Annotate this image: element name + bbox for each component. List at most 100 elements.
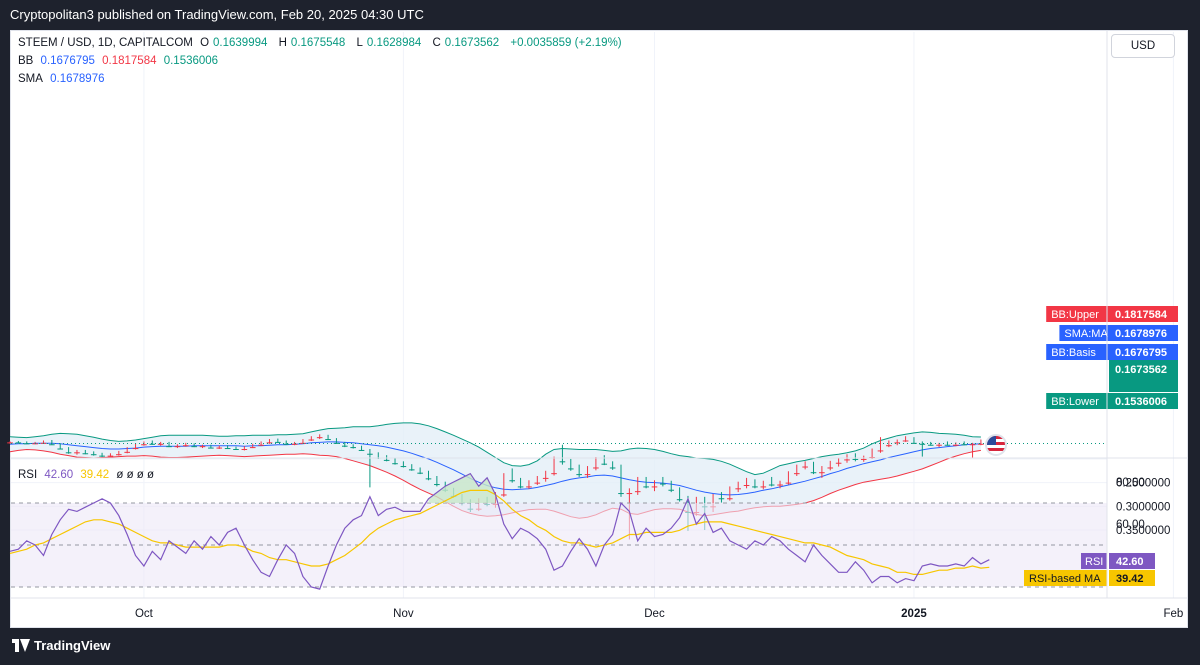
candle (877, 437, 884, 453)
bb-upper-value: 0.1817584 (102, 55, 157, 67)
sma-tag: SMA:MA 0.1678976 (1059, 325, 1178, 341)
candle-body (927, 444, 934, 446)
candle (819, 466, 825, 478)
bb-basis-tag: BB:Basis 0.1676795 (1046, 344, 1178, 360)
candle-body (894, 442, 901, 444)
time-tick-label: Dec (644, 608, 665, 620)
candle (517, 477, 524, 489)
candle (107, 453, 114, 458)
bb-legend[interactable]: BB 0.1676795 0.1817584 0.1536006 (18, 55, 222, 67)
bb-basis-tag-tag-label: BB:Basis (1051, 347, 1096, 359)
candle-body (953, 444, 959, 446)
us-flag-icon[interactable] (985, 434, 1007, 456)
rsi-pane: 80.00 60.00 RSI 42.60 RSI-based MA 39.42 (9, 457, 1188, 590)
candle (559, 444, 566, 465)
price-tick-label: 0.3500000 (1116, 525, 1170, 537)
candle (434, 476, 440, 487)
bb-lower-tag-value-bg (1109, 393, 1178, 409)
candle (283, 440, 290, 445)
brand-name: TradingView (34, 638, 111, 653)
candle-body (199, 446, 206, 448)
candle (593, 457, 599, 471)
time-axis: OctNovDec2025FebMar (135, 608, 1183, 620)
candle-body (944, 444, 951, 446)
candle-body (216, 447, 223, 449)
bb-lower-tag-tag-bg (1046, 393, 1109, 409)
rsi-ma-value: 39.42 (80, 469, 110, 481)
rsi-tick-label: 60.00 (1116, 519, 1145, 531)
rsi-line (9, 472, 990, 590)
candle (894, 439, 901, 446)
candle (208, 444, 214, 449)
candle-body (509, 480, 515, 482)
candle-body (785, 482, 792, 484)
candle (727, 486, 733, 501)
candle (668, 480, 675, 493)
candle-body (283, 443, 290, 445)
candle-body (383, 459, 390, 461)
candle-body (107, 455, 114, 457)
candle (216, 445, 223, 449)
candle (567, 458, 574, 471)
candle (417, 467, 423, 475)
candle (760, 480, 767, 490)
sma-legend[interactable]: SMA 0.1678976 (18, 73, 109, 85)
candle (358, 445, 365, 451)
candle-body (735, 488, 741, 490)
candle-body (911, 442, 917, 444)
candle (90, 451, 97, 456)
candle (643, 476, 649, 489)
candle (777, 480, 783, 489)
candle-body (116, 454, 122, 456)
candle-body (408, 469, 415, 471)
currency-button[interactable]: USD (1111, 34, 1175, 58)
candle (835, 458, 842, 467)
candle-body (23, 443, 30, 445)
candle (249, 443, 256, 449)
rsi-legend[interactable]: RSI 42.60 39.42 ø ø ø ø (18, 469, 158, 481)
candle-body (886, 445, 892, 447)
candle (57, 443, 64, 450)
tradingview-logo[interactable]: TradingView (12, 638, 110, 653)
candle (534, 476, 541, 485)
candle (718, 492, 725, 503)
candle-body (534, 482, 541, 484)
candle (961, 441, 967, 446)
candle-body (752, 486, 758, 488)
candle-body (65, 452, 72, 454)
rsi-tag-label: RSI (1085, 556, 1103, 568)
candle-body (651, 486, 658, 488)
time-tick-label: Nov (393, 608, 414, 620)
rsi-tick-label: 80.00 (1116, 477, 1145, 489)
candle (149, 440, 156, 445)
candle-body (860, 458, 867, 460)
candle (116, 450, 122, 456)
tradingview-logo-icon (12, 639, 30, 652)
candle-body (936, 444, 942, 446)
candle-body (919, 443, 926, 445)
sma-tag-tag-bg (1059, 325, 1109, 341)
rsi-ma-tag-label: RSI-based MA (1029, 573, 1101, 585)
candle-body (182, 445, 189, 447)
symbol-title[interactable]: STEEM / USD, 1D, CAPITALCOM (18, 37, 193, 49)
candle (978, 439, 984, 446)
candle-body (149, 443, 156, 445)
candle-body (559, 461, 566, 463)
time-tick-label: 2025 (901, 608, 927, 620)
candle-body (241, 449, 248, 450)
candle-body (668, 489, 675, 491)
candle-body (835, 462, 842, 464)
candle (802, 461, 808, 470)
candle-body (844, 459, 850, 461)
candle-body (291, 443, 298, 445)
candle-body (618, 493, 624, 495)
candle-body (417, 472, 423, 474)
publish-text: Cryptopolitan3 published on TradingView.… (10, 7, 424, 22)
candle-body (99, 455, 105, 457)
open-value: 0.1639994 (213, 37, 268, 49)
candle (601, 455, 608, 466)
price-axis: 0.3500000 0.3000000 0.2500000 BB:Upper 0.181… (1046, 306, 1178, 537)
candle-body (676, 499, 683, 501)
candle (333, 438, 340, 444)
